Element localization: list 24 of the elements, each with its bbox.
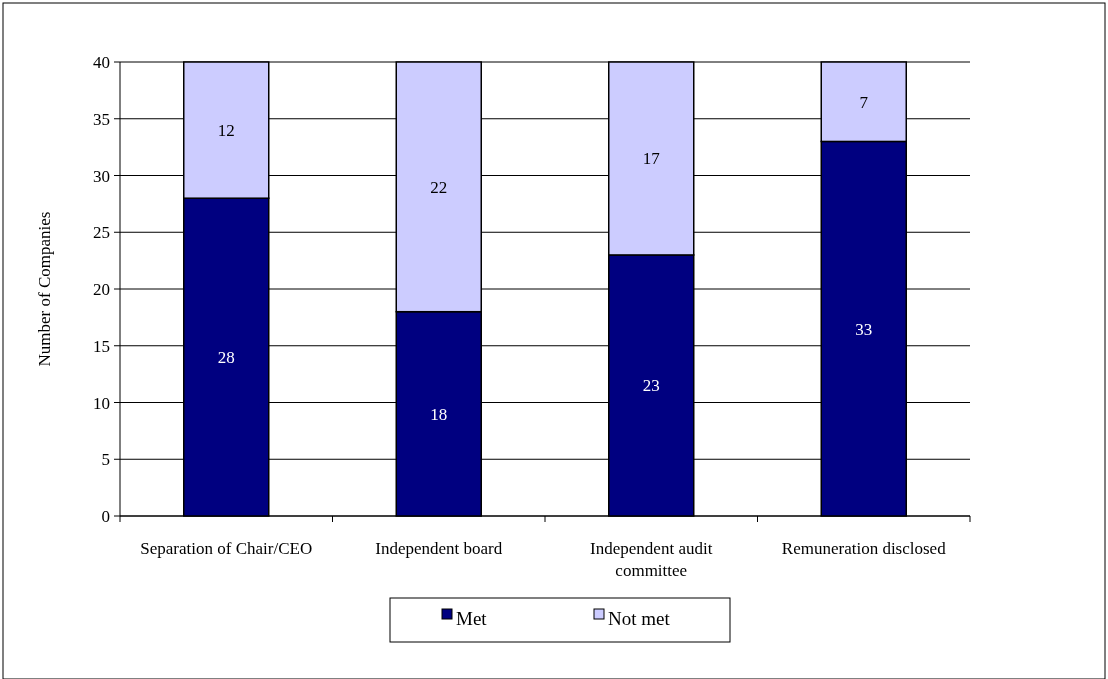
y-tick-label: 40 — [93, 53, 110, 72]
y-tick-label: 15 — [93, 336, 110, 356]
y-tick-label: 20 — [93, 280, 110, 299]
y-tick-label: 5 — [101, 450, 110, 470]
x-tick-label: Remuneration disclosed — [781, 539, 947, 558]
legend-label: Not met — [608, 608, 671, 629]
y-axis-title: Number of Companies — [35, 211, 54, 367]
data-label: 18 — [430, 404, 448, 424]
x-tick-label: Separation of Chair/CEO — [140, 539, 313, 558]
data-label: 28 — [217, 348, 235, 368]
y-tick-label: 10 — [93, 393, 110, 413]
data-label: 17 — [642, 149, 661, 169]
y-tick-label: 0 — [101, 507, 110, 526]
y-tick-label: 35 — [93, 109, 110, 129]
data-label: 22 — [430, 177, 448, 197]
data-label: 23 — [642, 376, 660, 396]
y-tick-label: 25 — [93, 223, 110, 243]
data-label: 33 — [855, 319, 873, 339]
data-label: 12 — [217, 121, 235, 141]
data-label: 7 — [859, 92, 869, 112]
x-tick-label: Independent board — [375, 539, 503, 558]
x-tick-label: Independent audit committee — [590, 539, 713, 580]
legend-label: Met — [456, 608, 488, 629]
y-tick-label: 30 — [93, 166, 110, 186]
